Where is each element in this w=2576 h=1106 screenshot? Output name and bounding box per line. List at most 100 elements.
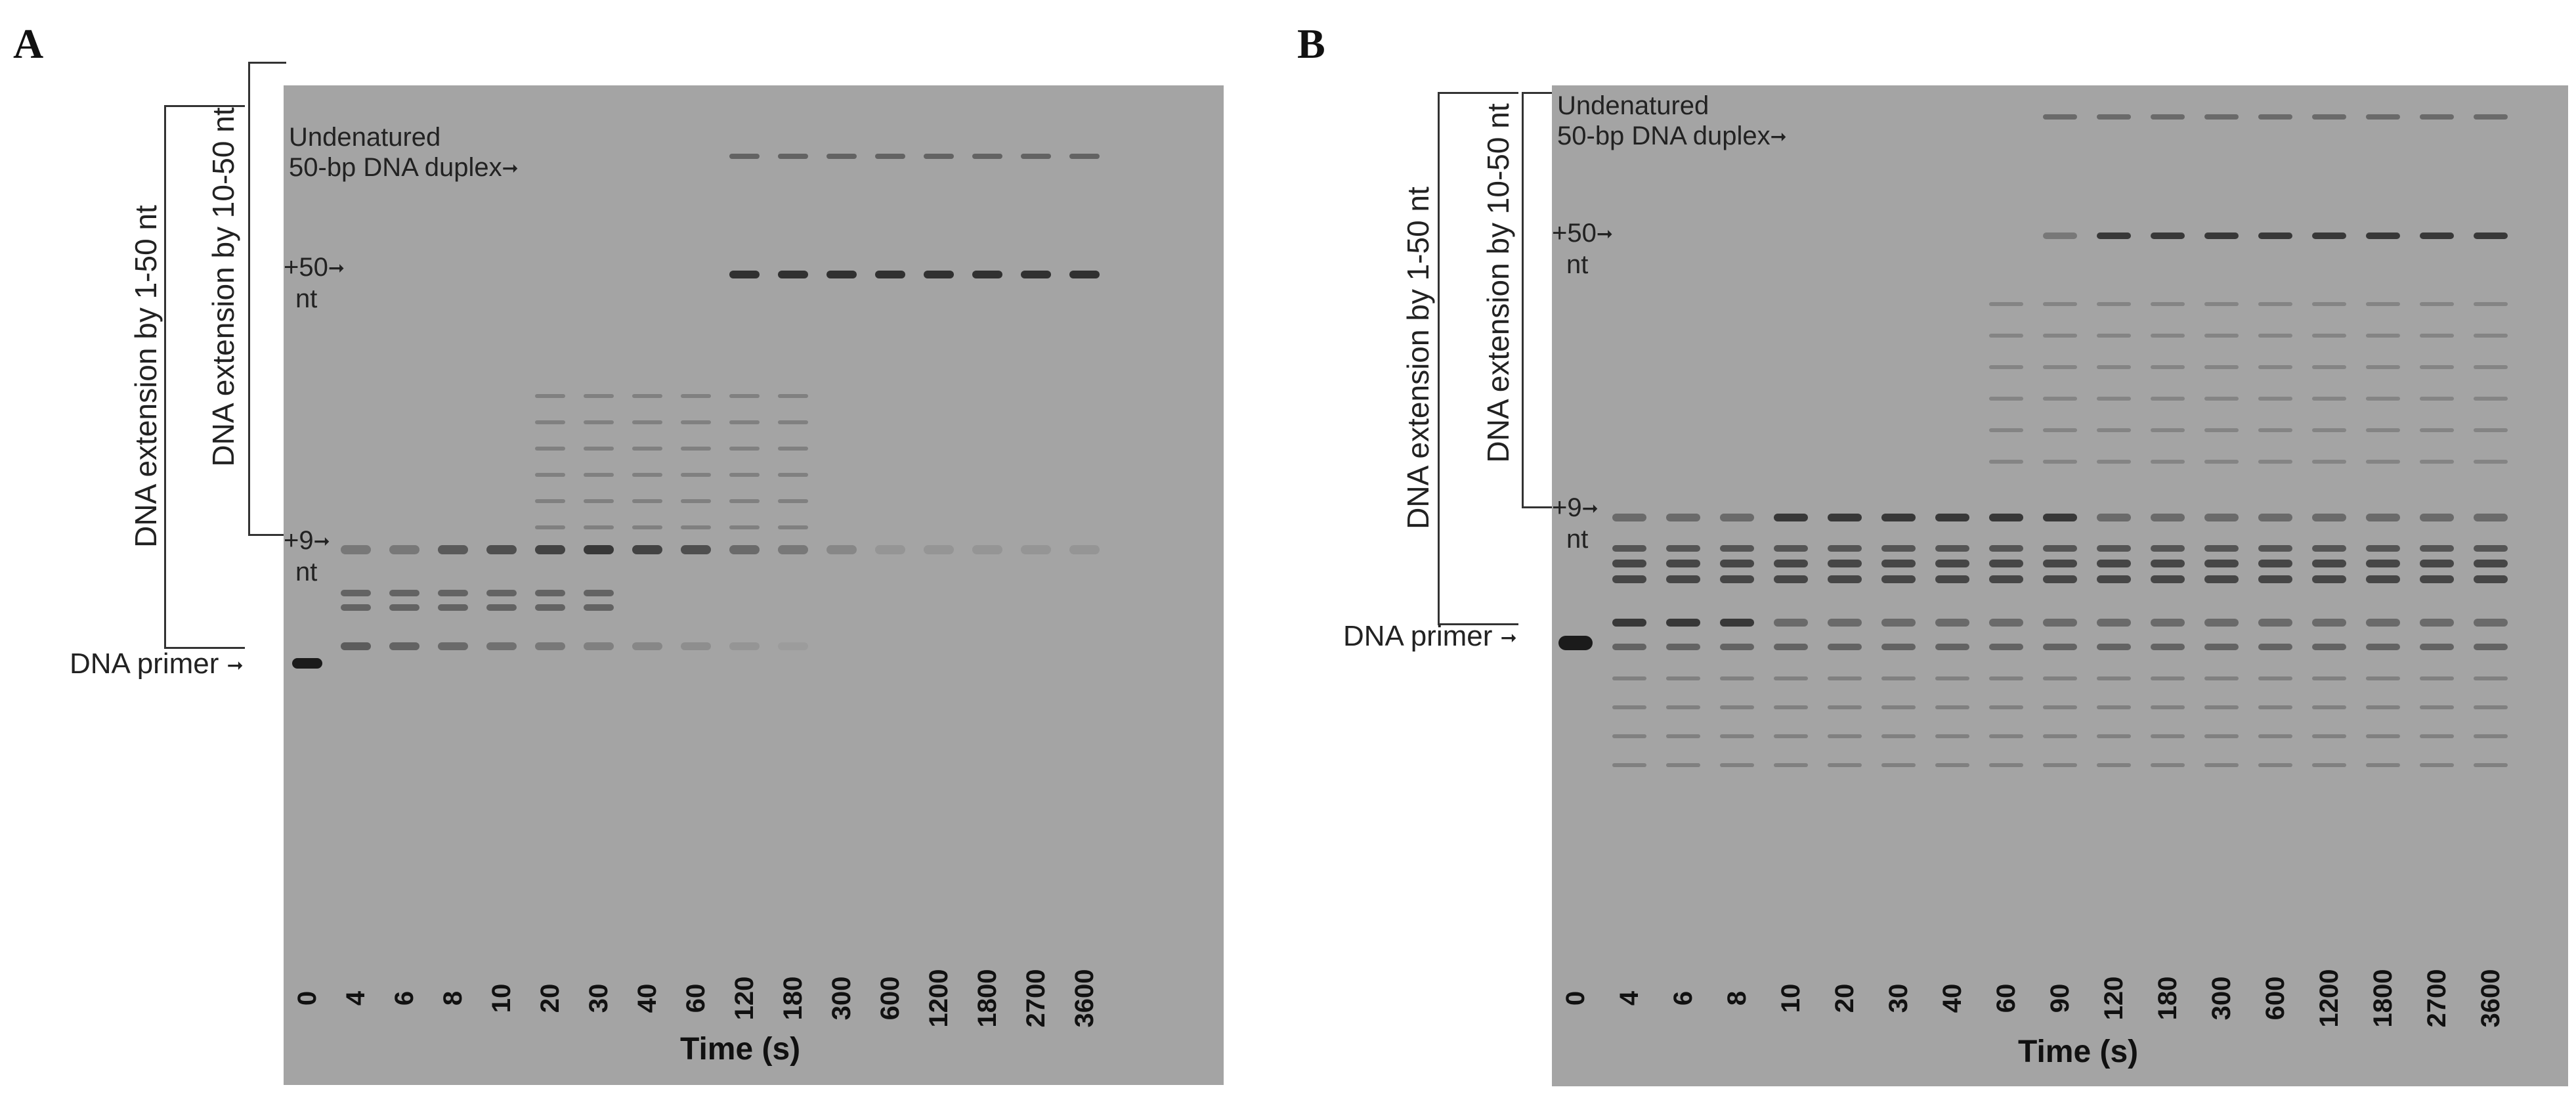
gel-band bbox=[1935, 560, 1969, 567]
gel-band bbox=[2097, 114, 2131, 120]
gel-band bbox=[1612, 644, 1646, 650]
gel-band bbox=[2151, 676, 2185, 680]
gel-lane bbox=[530, 85, 570, 1085]
gel-band bbox=[972, 154, 1002, 159]
gel-band bbox=[2258, 705, 2292, 709]
gel-band bbox=[2043, 676, 2077, 680]
gel-band bbox=[729, 394, 760, 398]
plus50-line2-b: nt bbox=[1566, 250, 1589, 280]
gel-band bbox=[2420, 575, 2454, 583]
gel-band bbox=[826, 642, 857, 650]
gel-band bbox=[2204, 619, 2239, 627]
gel-band bbox=[486, 604, 517, 611]
gel-lane bbox=[1553, 85, 1598, 1086]
gel-band bbox=[2474, 560, 2508, 567]
gel-band bbox=[632, 447, 662, 451]
gel-band bbox=[2097, 676, 2131, 680]
gel-band bbox=[2366, 676, 2400, 680]
gel-band bbox=[2097, 734, 2131, 738]
gel-band bbox=[2420, 734, 2454, 738]
gel-band bbox=[2420, 365, 2454, 369]
arrow-icon: ➞ bbox=[313, 531, 330, 553]
gel-band bbox=[778, 447, 808, 451]
axis-title-b: Time (s) bbox=[2018, 1034, 2139, 1069]
gel-band bbox=[1720, 644, 1754, 650]
gel-band bbox=[1828, 560, 1862, 567]
gel-band bbox=[2258, 734, 2292, 738]
gel-band bbox=[2474, 705, 2508, 709]
gel-band bbox=[1612, 545, 1646, 552]
gel-band bbox=[2151, 334, 2185, 338]
gel-band bbox=[1881, 676, 1916, 680]
gel-band bbox=[2420, 334, 2454, 338]
gel-band bbox=[1828, 763, 1862, 767]
lane-label: 0 bbox=[1561, 990, 1590, 1006]
gel-band bbox=[681, 525, 711, 529]
undenatured-marker-b: Undenatured 50-bp DNA duplex➞ bbox=[1557, 91, 1787, 152]
gel-band bbox=[2151, 428, 2185, 432]
gel-band bbox=[2474, 302, 2508, 306]
gel-band bbox=[826, 154, 857, 159]
gel-band bbox=[2204, 545, 2239, 552]
gel-lane bbox=[2253, 85, 2298, 1086]
gel-band bbox=[2474, 334, 2508, 338]
gel-band bbox=[729, 499, 760, 503]
gel-band bbox=[1989, 575, 2023, 583]
plus9-line1-b: +9➞ bbox=[1552, 493, 1599, 524]
gel-band bbox=[1881, 545, 1916, 552]
gel-band bbox=[2312, 428, 2346, 432]
plus50-marker-a: +50➞ nt bbox=[284, 252, 345, 314]
gel-lane bbox=[773, 85, 813, 1085]
gel-band bbox=[2474, 365, 2508, 369]
gel-band bbox=[1881, 763, 1916, 767]
gel-band bbox=[2312, 575, 2346, 583]
gel-band bbox=[2097, 763, 2131, 767]
gel-lane bbox=[2145, 85, 2190, 1086]
gel-band bbox=[924, 545, 954, 554]
gel-band bbox=[2204, 114, 2239, 120]
gel-band bbox=[2204, 644, 2239, 650]
undenatured-line2-b: 50-bp DNA duplex➞ bbox=[1557, 121, 1787, 152]
gel-band bbox=[1828, 514, 1862, 521]
gel-band bbox=[2258, 644, 2292, 650]
gel-band bbox=[2366, 334, 2400, 338]
gel-lane bbox=[1876, 85, 1921, 1086]
lane-label: 3600 bbox=[2476, 969, 2505, 1028]
gel-band bbox=[2043, 428, 2077, 432]
gel-band bbox=[2312, 763, 2346, 767]
gel-band bbox=[2366, 232, 2400, 239]
gel-lane bbox=[481, 85, 522, 1085]
lane-label: 600 bbox=[876, 976, 905, 1021]
gel-band bbox=[1612, 676, 1646, 680]
gel-band bbox=[1935, 575, 1969, 583]
gel-band bbox=[729, 642, 760, 650]
gel-lane bbox=[2038, 85, 2082, 1086]
undenatured-marker-a: Undenatured 50-bp DNA duplex➞ bbox=[289, 122, 519, 184]
lane-label: 1800 bbox=[2369, 969, 2397, 1028]
gel-band bbox=[681, 499, 711, 503]
gel-band bbox=[2043, 734, 2077, 738]
lane-label: 8 bbox=[439, 990, 467, 1006]
gel-band bbox=[535, 642, 565, 650]
arrow-icon: ➞ bbox=[1596, 223, 1613, 246]
gel-band bbox=[2097, 365, 2131, 369]
gel-band bbox=[1021, 642, 1051, 650]
gel-band bbox=[389, 590, 419, 596]
gel-band bbox=[2366, 705, 2400, 709]
gel-band bbox=[1828, 734, 1862, 738]
gel-band bbox=[681, 420, 711, 424]
gel-band bbox=[1666, 560, 1700, 567]
arrow-icon: ➞ bbox=[226, 654, 244, 676]
panel-letter-a: A bbox=[13, 20, 44, 67]
gel-band bbox=[584, 499, 614, 503]
lane-label: 4 bbox=[1615, 990, 1644, 1006]
gel-band bbox=[535, 420, 565, 424]
gel-band bbox=[2258, 514, 2292, 521]
gel-band bbox=[2366, 428, 2400, 432]
gel-band bbox=[1989, 397, 2023, 401]
gel-band bbox=[2258, 676, 2292, 680]
gel-band bbox=[2204, 514, 2239, 521]
gel-band bbox=[2474, 619, 2508, 627]
gel-lane bbox=[918, 85, 959, 1085]
gel-band bbox=[535, 447, 565, 451]
